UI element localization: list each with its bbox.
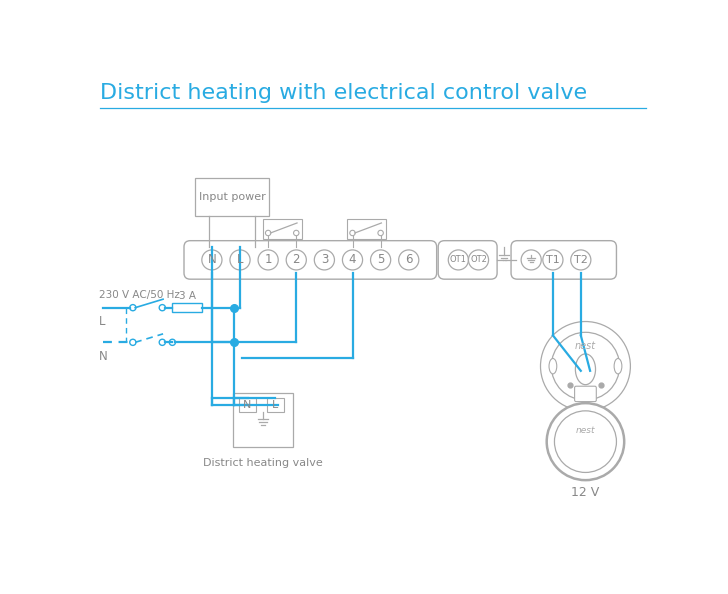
Circle shape	[543, 250, 563, 270]
Circle shape	[314, 250, 334, 270]
Text: nest: nest	[575, 341, 596, 351]
Text: District heating with electrical control valve: District heating with electrical control…	[100, 83, 587, 103]
Text: N: N	[207, 254, 216, 267]
FancyBboxPatch shape	[511, 241, 617, 279]
Text: District heating valve: District heating valve	[203, 458, 323, 468]
Text: T1: T1	[546, 255, 560, 265]
Text: N: N	[243, 400, 252, 410]
Circle shape	[202, 250, 222, 270]
Circle shape	[159, 305, 165, 311]
Circle shape	[342, 250, 363, 270]
Text: Input power: Input power	[199, 192, 266, 202]
Circle shape	[130, 305, 136, 311]
Circle shape	[571, 250, 591, 270]
Circle shape	[468, 250, 488, 270]
Ellipse shape	[549, 359, 557, 374]
Circle shape	[540, 321, 630, 411]
Text: 12 V: 12 V	[571, 486, 600, 500]
FancyBboxPatch shape	[184, 241, 437, 279]
Circle shape	[170, 339, 175, 345]
FancyBboxPatch shape	[267, 398, 284, 412]
Circle shape	[349, 230, 355, 236]
Circle shape	[159, 339, 165, 345]
FancyBboxPatch shape	[233, 393, 293, 447]
Ellipse shape	[614, 359, 622, 374]
Text: 5: 5	[377, 254, 384, 267]
Circle shape	[286, 250, 306, 270]
Circle shape	[555, 411, 617, 472]
Text: L: L	[99, 315, 106, 328]
Text: L: L	[272, 400, 279, 410]
Circle shape	[130, 339, 136, 345]
Circle shape	[399, 250, 419, 270]
Text: 3 A: 3 A	[178, 290, 196, 301]
Text: N: N	[99, 350, 108, 363]
Text: OT2: OT2	[470, 255, 487, 264]
Text: 2: 2	[293, 254, 300, 267]
Circle shape	[521, 250, 542, 270]
FancyBboxPatch shape	[263, 219, 301, 239]
Text: 6: 6	[405, 254, 413, 267]
Circle shape	[293, 230, 299, 236]
FancyBboxPatch shape	[195, 178, 269, 216]
Circle shape	[547, 403, 624, 480]
FancyBboxPatch shape	[173, 304, 202, 312]
FancyBboxPatch shape	[239, 398, 256, 412]
Text: 1: 1	[264, 254, 272, 267]
FancyBboxPatch shape	[438, 241, 497, 279]
Text: 4: 4	[349, 254, 356, 267]
Ellipse shape	[575, 354, 596, 385]
FancyBboxPatch shape	[347, 219, 386, 239]
Circle shape	[448, 250, 468, 270]
Text: 3: 3	[321, 254, 328, 267]
FancyBboxPatch shape	[574, 386, 596, 402]
Text: L: L	[237, 254, 243, 267]
Text: OT1: OT1	[450, 255, 467, 264]
Circle shape	[378, 230, 384, 236]
Circle shape	[266, 230, 271, 236]
Circle shape	[551, 332, 620, 400]
Circle shape	[258, 250, 278, 270]
Text: T2: T2	[574, 255, 587, 265]
Text: 230 V AC/50 Hz: 230 V AC/50 Hz	[99, 290, 180, 299]
Circle shape	[230, 250, 250, 270]
Text: nest: nest	[576, 425, 596, 435]
Circle shape	[371, 250, 391, 270]
